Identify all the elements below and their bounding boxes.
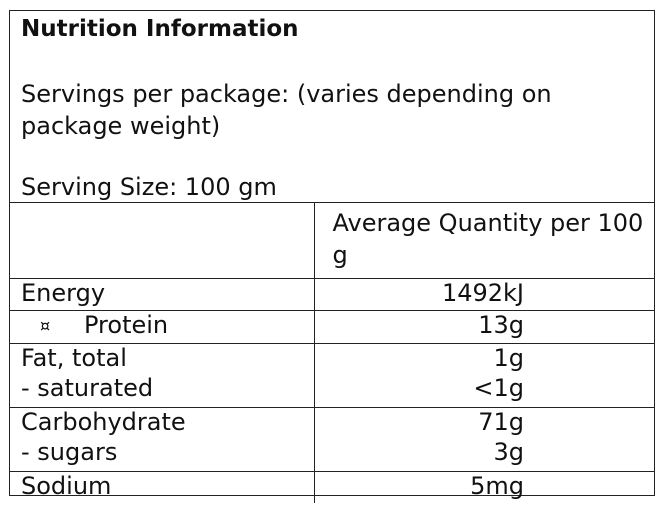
row-label: Fat, total [10,343,315,374]
row-value: 1492kJ [314,278,654,311]
nutrition-table: Average Quantity per 100 g Energy 1492kJ… [10,203,654,503]
row-label: Energy [10,278,315,311]
serving-size: Serving Size: 100 gm [21,173,277,201]
row-value: 71g [478,407,524,436]
row-label: - saturated [10,374,315,408]
row-value: 1g [493,343,524,372]
table-row: - saturated <1g [10,374,654,408]
table-row: Fat, total 1g [10,343,654,374]
row-label: Sodium [10,471,315,503]
column-header-text: Average Quantity per 100 g [332,209,644,269]
nutrition-panel: Nutrition Information Servings per packa… [9,10,655,503]
row-label: Carbohydrate [10,407,315,438]
table-header-row: Average Quantity per 100 g [10,203,654,279]
row-value: 3g [314,438,654,472]
row-value: 13g [314,310,654,344]
row-value: <1g [314,374,654,408]
panel-header: Nutrition Information Servings per packa… [10,11,654,203]
empty-header-cell [10,203,315,279]
row-label: - sugars [10,438,315,472]
column-header: Average Quantity per 100 g [314,203,654,279]
table-row: Sodium 5mg [10,471,654,503]
table-row: Energy 1492kJ [10,278,654,311]
table-row: - sugars 3g [10,438,654,472]
row-label: Protein [84,310,169,339]
row-value: 5mg [470,471,524,500]
table-row: ¤ Protein 13g [10,310,654,344]
servings-per-package: Servings per package: (varies depending … [21,80,552,140]
bullet-symbol: ¤ [40,316,51,335]
row-label-cell: ¤ Protein [10,310,315,344]
panel-title: Nutrition Information [21,16,299,42]
table-row: Carbohydrate 71g [10,407,654,438]
